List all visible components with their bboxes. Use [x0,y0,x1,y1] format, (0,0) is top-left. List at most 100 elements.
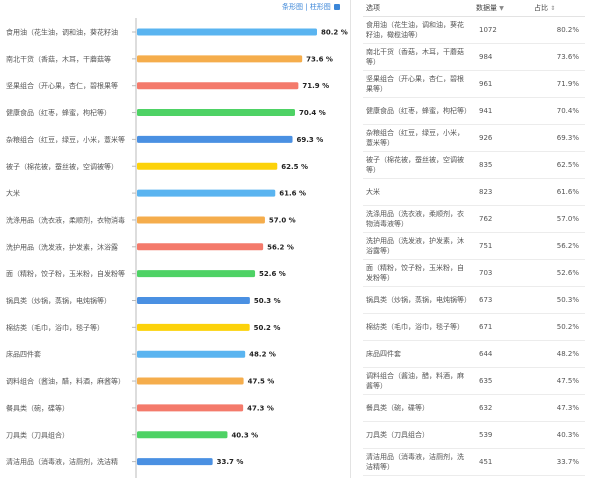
cell-percent: 40.3% [531,421,585,449]
bar-value-label: 40.3 % [231,431,258,439]
cell-option: 健康食品（红枣，蜂蜜，枸杞等） [363,97,473,125]
table-row: 餐具类（碗，碟等） 632 47.3% [363,394,585,422]
bar[interactable] [137,28,317,36]
cell-count: 1072 [473,16,531,44]
data-table: 选项 数据量 ▼ 占比 ⇕ 食用油（花生油，调和油，葵花籽油，橄榄油等） 1072… [363,0,585,476]
bar-value-label: 80.2 % [321,29,348,37]
cell-percent: 71.9% [531,70,585,98]
header-percent[interactable]: 占比 ⇕ [531,0,585,17]
cell-count: 941 [473,97,531,125]
header-count[interactable]: 数据量 ▼ [473,0,531,17]
bar[interactable] [137,82,299,90]
bar[interactable] [137,270,256,278]
table-row: 面（精粉，饺子粉，玉米粉，自发粉等） 703 52.6% [363,259,585,287]
cell-count: 984 [473,43,531,71]
save-icon[interactable] [333,4,340,10]
data-table-panel: 选项 数据量 ▼ 占比 ⇕ 食用油（花生油，调和油，葵花籽油，橄榄油等） 1072… [363,0,590,476]
cell-option: 刀具类（刀具组合） [363,421,473,449]
sort-toggle-icon: ⇕ [550,5,556,12]
toolbar-separator: | [303,3,310,11]
cell-count: 703 [473,259,531,287]
cell-percent: 50.2% [531,313,585,341]
bar[interactable] [137,377,244,385]
category-tick-label: 南北干货（香菇，木耳，干蘑菇等 [6,54,111,63]
chart-panel: 条形图 | 柱形图 食用油（花生油，调和油，葵花籽油 80.2 % 南北干货（香菇，… [6,3,348,478]
cell-option: 调料组合（酱油，醋，料酒，麻酱等） [363,367,473,395]
bar[interactable] [137,404,244,412]
cell-percent: 80.2% [531,16,585,44]
table-row: 被子（棉花被，蚕丝被，空调被等） 835 62.5% [363,151,585,179]
bar-view-link[interactable]: 条形图 [282,3,303,11]
category-tick-label: 健康食品（红枣，蜂蜜，枸杞等） [6,108,111,117]
category-tick-label: 床品四件套 [6,350,41,359]
bar-value-label: 48.2 % [249,351,276,359]
bar-value-label: 61.6 % [279,190,306,198]
cell-percent: 73.6% [531,43,585,71]
cell-count: 835 [473,151,531,179]
header-option: 选项 [363,0,473,17]
bar[interactable] [137,458,213,466]
cell-option: 棉纺类（毛巾，浴巾，毯子等） [363,313,473,341]
category-tick-label: 锅具类（炒锅，蒸锅，电炖锅等） [6,296,111,305]
cell-count: 635 [473,367,531,395]
bar-value-label: 47.3 % [247,404,274,412]
bar-value-label: 52.6 % [259,270,286,278]
category-tick-label: 食用油（花生油，调和油，葵花籽油 [6,28,118,37]
cell-option: 食用油（花生油，调和油，葵花籽油，橄榄油等） [363,16,473,44]
column-view-link[interactable]: 柱形图 [309,3,331,11]
panel-divider [350,0,351,478]
cell-option: 被子（棉花被，蚕丝被，空调被等） [363,151,473,179]
table-row: 南北干货（香菇，木耳，干蘑菇等） 984 73.6% [363,43,585,71]
bar-chart: 食用油（花生油，调和油，葵花籽油 80.2 % 南北干货（香菇，木耳，干蘑菇等 73.… [6,18,348,478]
bar[interactable] [137,162,278,170]
table-row: 坚果组合（开心果，杏仁，碧根果等） 961 71.9% [363,70,585,98]
table-row: 调料组合（酱油，醋，料酒，麻酱等） 635 47.5% [363,367,585,395]
cell-percent: 47.5% [531,367,585,395]
cell-option: 南北干货（香菇，木耳，干蘑菇等） [363,43,473,71]
cell-percent: 50.3% [531,286,585,314]
category-tick-label: 面（精粉，饺子粉，玉米粉，自发粉等 [6,269,125,278]
bar-value-label: 50.3 % [254,297,281,305]
bar[interactable] [137,189,276,197]
table-row: 杂粮组合（红豆，绿豆，小米，薏米等） 926 69.3% [363,124,585,152]
cell-option: 洗涤用品（洗衣液，柔顺剂，衣物消毒液等） [363,205,473,233]
bar-value-label: 69.3 % [297,136,324,144]
cell-percent: 61.6% [531,178,585,206]
bar[interactable] [137,297,250,304]
cell-percent: 48.2% [531,340,585,368]
sort-desc-icon: ▼ [499,5,504,12]
cell-percent: 70.4% [531,97,585,125]
table-row: 健康食品（红枣，蜂蜜，枸杞等） 941 70.4% [363,97,585,125]
bar[interactable] [137,350,246,358]
cell-count: 539 [473,421,531,449]
bar[interactable] [137,109,296,117]
bar-value-label: 73.6 % [306,55,333,63]
table-row: 床品四件套 644 48.2% [363,340,585,368]
cell-count: 926 [473,124,531,152]
table-row: 锅具类（炒锅，蒸锅，电炖锅等） 673 50.3% [363,286,585,314]
category-tick-label: 餐具类（碗，碟等） [6,403,69,412]
bar-value-label: 62.5 % [281,163,308,171]
table-row: 洗涤用品（洗衣液，柔顺剂，衣物消毒液等） 762 57.0% [363,205,585,233]
cell-option: 洗护用品（洗发液，护发素，沐浴露等） [363,232,473,260]
bar[interactable] [137,243,264,251]
cell-option: 清洁用品（消毒液，洁厕剂，洗洁精等） [363,448,473,476]
cell-option: 坚果组合（开心果，杏仁，碧根果等） [363,70,473,98]
bar[interactable] [137,431,228,439]
header-count-label: 数据量 [476,4,497,12]
bar[interactable] [137,55,303,63]
category-tick-label: 被子（棉花被，蚕丝被，空调被等） [6,162,118,171]
cell-percent: 56.2% [531,232,585,260]
cell-count: 451 [473,448,531,476]
bar-value-label: 56.2 % [267,243,294,251]
header-percent-label: 占比 [534,4,548,12]
table-row: 食用油（花生油，调和油，葵花籽油，橄榄油等） 1072 80.2% [363,16,585,44]
bar[interactable] [137,135,293,143]
bar[interactable] [137,216,265,224]
category-tick-label: 洗护用品（洗发液，护发素，沐浴露 [6,242,118,251]
table-row: 大米 823 61.6% [363,178,585,206]
bar[interactable] [137,323,250,331]
cell-option: 面（精粉，饺子粉，玉米粉，自发粉等） [363,259,473,287]
cell-count: 823 [473,178,531,206]
category-tick-label: 大米 [6,189,20,198]
